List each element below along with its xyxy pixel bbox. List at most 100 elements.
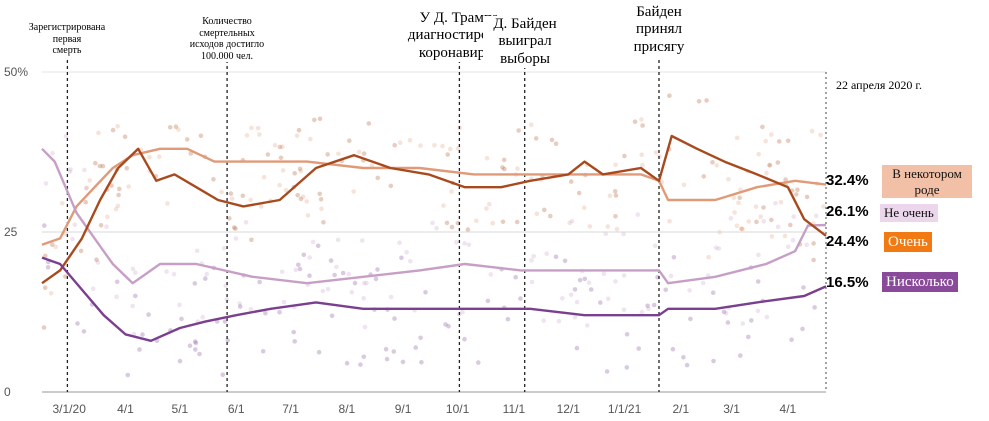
scatter-dot: [42, 285, 48, 291]
scatter-dot: [710, 160, 715, 165]
scatter-dot: [704, 98, 709, 103]
scatter-dot: [529, 279, 535, 285]
scatter-dot: [418, 335, 423, 341]
scatter-dot: [775, 224, 781, 230]
scatter-dot: [228, 191, 234, 196]
scatter-dot: [604, 369, 610, 374]
scatter-dot: [764, 170, 769, 176]
scatter-dot: [240, 193, 246, 199]
scatter-dot: [746, 334, 751, 340]
scatter-dot: [488, 272, 494, 277]
scatter-dot: [328, 258, 334, 263]
scatter-dot: [785, 244, 791, 250]
annotation-line: выиграл: [498, 33, 552, 50]
x-tick-label: 6/1: [228, 402, 245, 416]
scatter-dot: [568, 179, 574, 184]
scatter-dot: [224, 297, 229, 302]
x-tick-labels: 3/1/20 4/1 5/1 6/1 7/1 8/1 9/1 10/1 11/1 12/1 1/1/…: [53, 402, 797, 416]
scatter-dot: [265, 152, 271, 157]
annotation-line: Зарегистрирована: [28, 22, 106, 33]
annotation-1: Зарегистрирована первая смерть: [12, 22, 122, 57]
scatter-dot: [515, 166, 520, 171]
scatter-dot: [317, 116, 323, 122]
scatter-dot: [613, 162, 618, 168]
scatter-dot: [211, 177, 216, 182]
scatter-dot: [179, 316, 184, 322]
scatter-dot: [737, 195, 742, 201]
scatter-dot: [513, 274, 518, 280]
scatter-dot: [710, 290, 716, 296]
scatter-dot: [332, 272, 337, 278]
scatter-dot: [200, 314, 205, 320]
scatter-dot: [821, 204, 826, 209]
scatter-dot: [514, 219, 520, 225]
scatter-dot: [462, 336, 467, 342]
scatter-dot: [117, 186, 122, 192]
end-value-very: 24.4%: [826, 233, 869, 250]
scatter-dot: [706, 254, 711, 260]
scatter-dot: [340, 270, 346, 276]
scatter-dot: [613, 193, 619, 198]
scatter-dot: [613, 279, 618, 284]
scatter-dot: [755, 308, 761, 314]
scatter-dot: [237, 301, 242, 306]
scatter-dot: [739, 226, 744, 231]
end-value-not-very: 26.1%: [826, 203, 869, 220]
scatter-dot: [423, 290, 428, 295]
x-tick-label: 2/1: [672, 402, 689, 416]
scatter-dot: [622, 153, 627, 159]
scatter-dot: [767, 162, 773, 168]
scatter-dot: [375, 175, 381, 181]
scatter-dot: [336, 151, 341, 157]
scatter-dot: [219, 189, 224, 195]
scatter-dot: [721, 309, 727, 315]
scatter-dot: [364, 280, 369, 286]
scatter-dot: [671, 254, 677, 260]
end-value-somewhat: 32.4%: [826, 172, 869, 189]
legend-somewhat: В некотором роде: [882, 165, 972, 199]
x-tick-label: 10/1: [446, 402, 470, 416]
scatter-dot: [167, 125, 173, 130]
scatter-dot: [296, 262, 301, 268]
scatter-dot: [811, 241, 816, 246]
legend-not-at-all: Нисколько: [882, 272, 958, 292]
scatter-dot: [713, 245, 719, 251]
scatter-dot: [639, 309, 645, 315]
scatter-dot: [349, 289, 355, 295]
scatter-dot: [42, 223, 47, 228]
scatter-dot: [116, 192, 121, 198]
scatter-dot: [444, 220, 450, 226]
scatter-dot: [304, 199, 310, 204]
scatter-dot: [419, 360, 424, 365]
scatter-dot: [307, 273, 312, 279]
scatter-dot: [335, 237, 341, 243]
scatter-dot: [298, 196, 304, 202]
scatter-dot: [790, 237, 796, 243]
scatter-dot: [773, 200, 778, 206]
scatter-dot: [346, 271, 352, 277]
scatter-dot: [688, 316, 693, 322]
scatter-dot: [449, 224, 455, 230]
scatter-dot: [41, 325, 47, 330]
scatter-dot: [767, 163, 772, 168]
scatter-dot: [446, 323, 451, 329]
scatter-dot: [177, 302, 182, 308]
series-line-not-at-all: [41, 256, 827, 342]
y-tick-label: 0: [4, 385, 11, 399]
scatter-dot: [297, 166, 303, 172]
scatter-dot: [351, 189, 357, 194]
scatter-dot: [259, 204, 264, 209]
scatter-dot: [778, 199, 784, 205]
scatter-dot: [640, 162, 645, 168]
scatter-dot: [577, 277, 583, 283]
scatter-dot: [711, 358, 716, 364]
scatter-dot: [50, 150, 55, 156]
scatter-dot: [574, 345, 580, 351]
scatter-dot: [325, 152, 331, 157]
scatter-dot: [769, 132, 774, 137]
scatter-dot: [397, 240, 402, 246]
scatter-dot: [279, 269, 285, 275]
scatter-dot: [749, 318, 754, 323]
scatter-dot: [794, 192, 799, 197]
scatter-dot: [640, 123, 645, 128]
